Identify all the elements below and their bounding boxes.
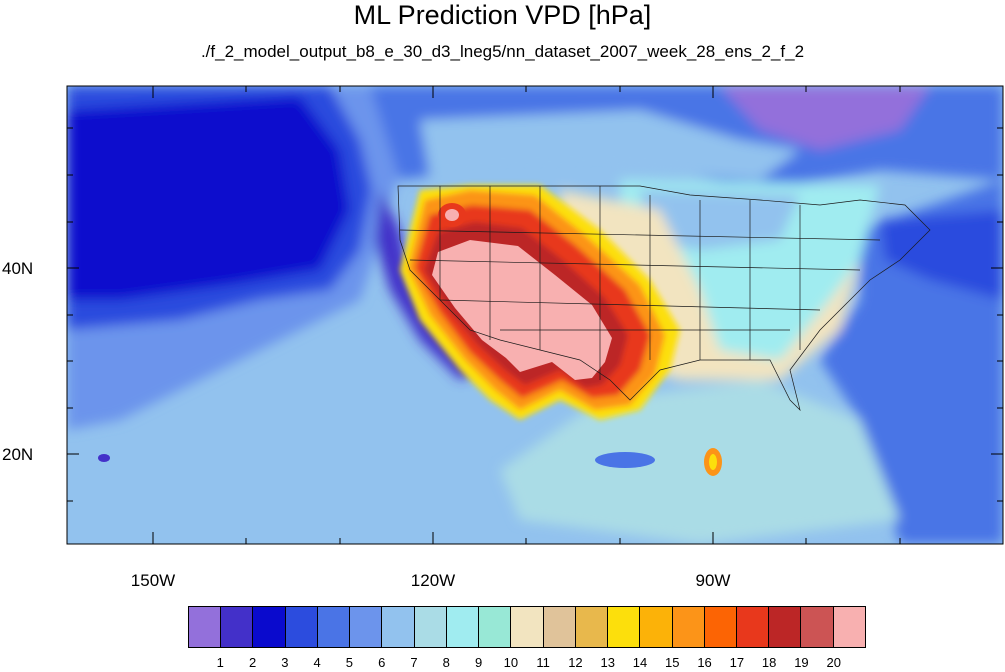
colorbar-label: 6	[378, 655, 386, 670]
lon-label-90w: 90W	[695, 571, 731, 590]
field-gulf	[500, 380, 900, 544]
colorbar-box	[350, 607, 383, 647]
colorbar-label: 5	[345, 655, 354, 670]
colorbar-box	[736, 607, 770, 647]
colorbar-box	[575, 607, 609, 647]
colorbar-box	[640, 607, 673, 647]
colorbar-label: 14	[632, 655, 648, 670]
field-north-light	[420, 110, 800, 180]
colorbar-box	[285, 607, 318, 647]
field-gulf-hotspot-core	[709, 454, 717, 470]
colorbar-box	[479, 607, 512, 647]
colorbar-label: 1	[216, 655, 224, 670]
colorbar-label: 4	[313, 655, 321, 670]
colorbar-label: 18	[761, 655, 777, 670]
colorbar-box	[317, 607, 351, 647]
colorbar-label: 8	[442, 655, 450, 670]
colorbar-label: 9	[474, 655, 483, 670]
colorbar-label: 15	[665, 655, 680, 670]
colorbar-box	[769, 607, 802, 647]
lon-label-120w: 120W	[410, 571, 456, 590]
colorbar-box	[704, 607, 737, 647]
colorbar-box	[253, 607, 286, 647]
colorbar-box	[221, 607, 254, 647]
lat-label-20n: 20N	[2, 445, 34, 464]
colorbar	[188, 606, 866, 648]
colorbar-label: 3	[281, 655, 289, 670]
plot-subtitle: ./f_2_model_output_b8_e_30_d3_lneg5/nn_d…	[200, 42, 805, 61]
field-pacific-core	[67, 96, 350, 300]
field-atlantic-dark	[880, 210, 1003, 300]
colorbar-label: 2	[248, 655, 257, 670]
lon-ticks	[152, 86, 901, 544]
colorbar-label: 7	[410, 655, 418, 670]
field-coastal-band	[375, 190, 480, 380]
field-pink	[432, 240, 612, 380]
vpd-map	[66, 85, 1004, 545]
colorbar-box	[511, 607, 544, 647]
colorbar-box	[801, 607, 834, 647]
colorbar-box	[608, 607, 641, 647]
colorbar-label: 11	[536, 655, 550, 670]
plot-title: ML Prediction VPD [hPa]	[353, 0, 652, 30]
colorbar-label: 17	[729, 655, 745, 670]
colorbar-label: 16	[697, 655, 712, 670]
colorbar-label: 10	[503, 655, 519, 670]
boundary-lines	[397, 185, 931, 412]
colorbar-box	[446, 607, 480, 647]
colorbar-label: 12	[568, 655, 583, 670]
colorbar-box	[382, 607, 415, 647]
field-carib-dark	[595, 452, 655, 468]
lon-label-150w: 150W	[130, 571, 176, 590]
lat-label-40n: 40N	[2, 259, 34, 278]
field-midwest-light	[640, 190, 800, 250]
field-hawaii	[98, 454, 110, 462]
lat-ticks	[67, 127, 1003, 502]
field-hudson	[720, 86, 930, 150]
field-north-pink-core	[445, 209, 459, 221]
colorbar-box	[414, 607, 447, 647]
colorbar-label: 13	[600, 655, 615, 670]
colorbar-label: 19	[794, 655, 809, 670]
colorbar-box	[189, 607, 222, 647]
colorbar-box	[543, 607, 576, 647]
colorbar-label: 20	[826, 655, 841, 670]
colorbar-box	[833, 607, 865, 647]
colorbar-box	[672, 607, 705, 647]
